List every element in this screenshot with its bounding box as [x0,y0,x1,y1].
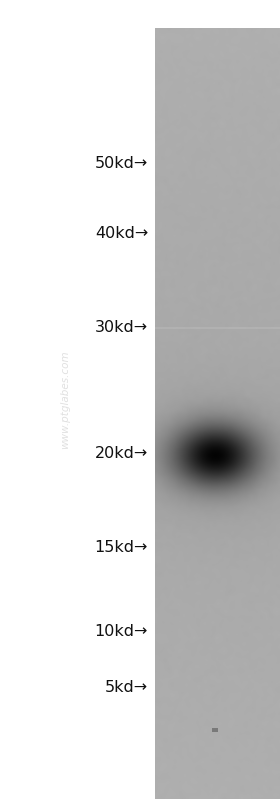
Text: 5kd→: 5kd→ [105,681,148,695]
Text: 10kd→: 10kd→ [95,625,148,639]
Text: 40kd→: 40kd→ [95,225,148,240]
Text: 20kd→: 20kd→ [95,446,148,460]
Text: 15kd→: 15kd→ [95,540,148,555]
Text: www.ptglabes.com: www.ptglabes.com [60,351,70,449]
Text: 50kd→: 50kd→ [95,156,148,170]
Text: 30kd→: 30kd→ [95,320,148,336]
